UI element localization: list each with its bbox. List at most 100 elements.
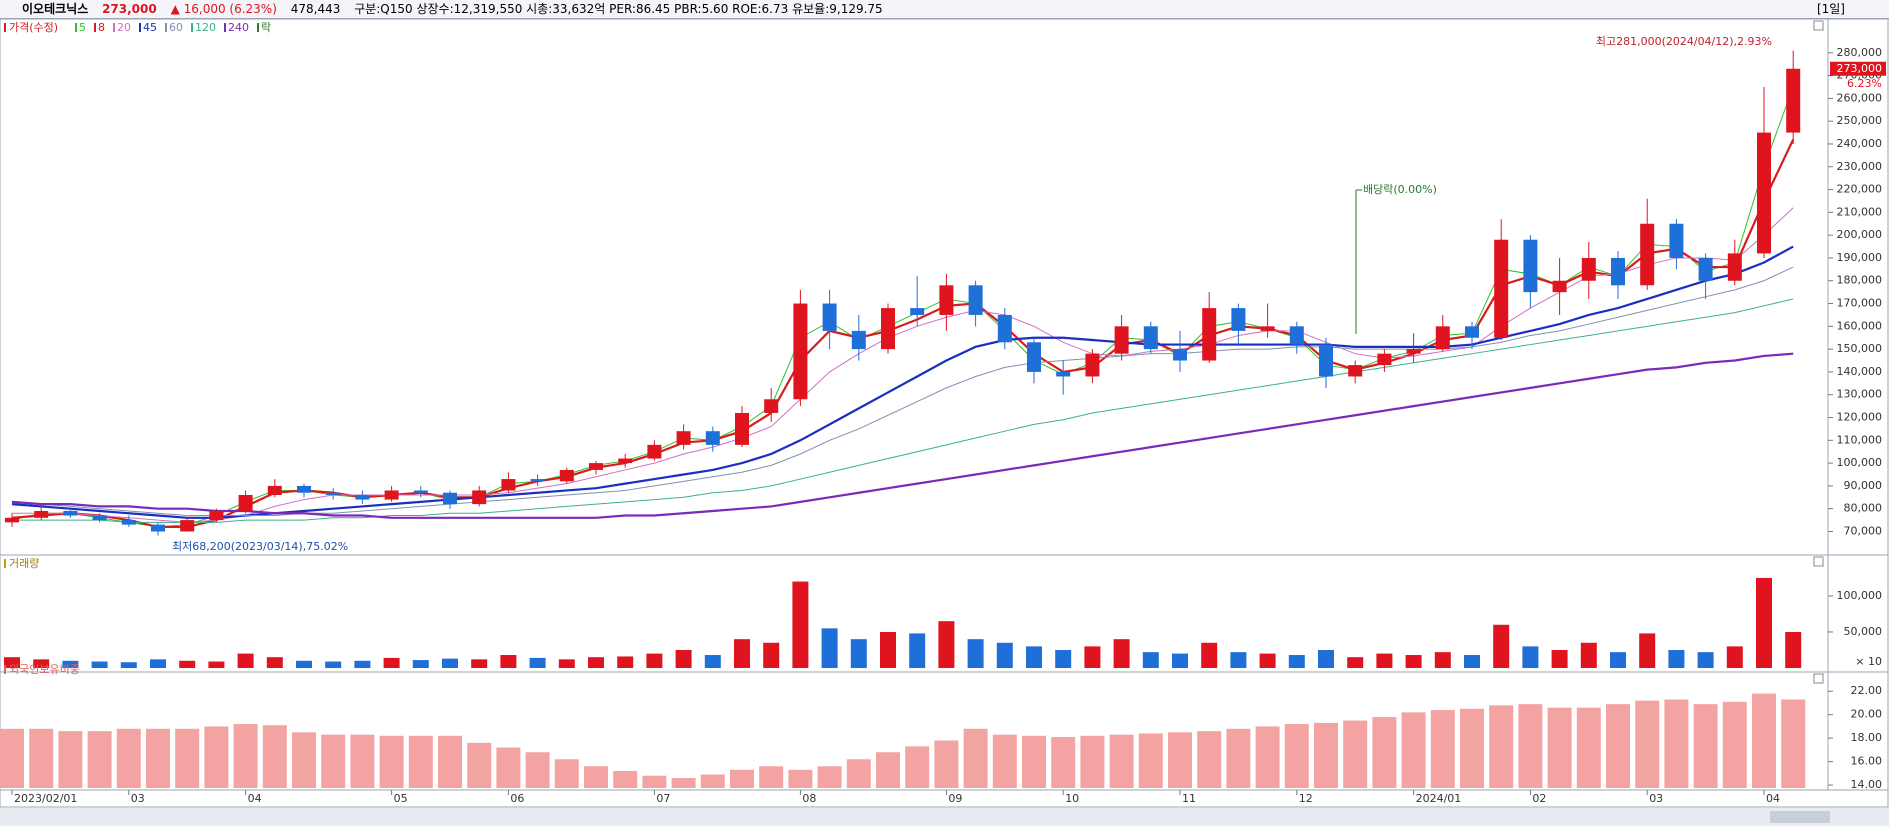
bar bbox=[1109, 734, 1134, 788]
bar bbox=[763, 642, 780, 668]
bar bbox=[1022, 735, 1046, 788]
x-tick-label: 11 bbox=[1182, 792, 1196, 805]
bar bbox=[1580, 642, 1597, 668]
candle-body bbox=[705, 431, 720, 445]
candle-body bbox=[92, 515, 107, 521]
bar bbox=[525, 752, 550, 788]
y-tick-label: 160,000 bbox=[1837, 319, 1883, 332]
candle-body bbox=[151, 524, 165, 532]
y-tick-label: 22.00 bbox=[1851, 684, 1883, 697]
bar bbox=[1697, 652, 1714, 668]
legend-label: 60 bbox=[169, 21, 183, 34]
bar bbox=[1080, 735, 1105, 788]
bar bbox=[292, 732, 316, 788]
bar bbox=[175, 728, 200, 788]
candle-body bbox=[1727, 253, 1742, 281]
candle-body bbox=[238, 495, 253, 511]
bar bbox=[408, 735, 433, 788]
bar bbox=[792, 581, 809, 668]
bar bbox=[383, 657, 400, 668]
candle-body bbox=[355, 495, 370, 500]
bar bbox=[1551, 649, 1568, 668]
frame bbox=[0, 18, 1889, 808]
bar bbox=[617, 656, 634, 668]
bar bbox=[880, 631, 896, 668]
bar bbox=[905, 746, 930, 788]
y-tick-label: 250,000 bbox=[1837, 114, 1883, 127]
bar bbox=[1259, 653, 1276, 668]
bar bbox=[1226, 728, 1251, 788]
moving-average bbox=[12, 298, 1794, 523]
y-tick-label: 190,000 bbox=[1837, 251, 1883, 264]
y-tick-label: 140,000 bbox=[1837, 365, 1883, 378]
bar bbox=[734, 639, 750, 668]
y-tick-label: 230,000 bbox=[1837, 160, 1883, 173]
panel-title: 외국인보유비중 bbox=[9, 663, 80, 676]
bar bbox=[1168, 732, 1192, 788]
candle-body bbox=[384, 490, 399, 500]
y-tick-label: 200,000 bbox=[1837, 228, 1883, 241]
bar bbox=[938, 621, 955, 668]
bar bbox=[1201, 642, 1218, 668]
panel-button[interactable] bbox=[1813, 556, 1824, 567]
bar bbox=[262, 725, 287, 788]
candle-body bbox=[1377, 353, 1392, 366]
header: 이오테크닉스 273,000 ▲ 16,000 (6.23%) 478,443 … bbox=[0, 0, 1889, 19]
candle-body bbox=[822, 303, 837, 331]
bar bbox=[1726, 646, 1743, 668]
bar bbox=[116, 728, 141, 788]
bar bbox=[1113, 639, 1130, 668]
scroll-thumb[interactable] bbox=[1770, 811, 1830, 823]
legend-swatch bbox=[4, 665, 6, 674]
bar bbox=[29, 728, 54, 788]
bar bbox=[1372, 717, 1397, 788]
scrollbar[interactable] bbox=[0, 808, 1889, 826]
bar bbox=[1401, 712, 1426, 788]
y-tick-label: 16.00 bbox=[1851, 755, 1883, 768]
bar bbox=[1576, 707, 1601, 788]
candle-body bbox=[501, 479, 516, 491]
bar bbox=[0, 728, 24, 788]
bar bbox=[91, 661, 108, 668]
moving-average bbox=[11, 86, 1794, 528]
candle-body bbox=[267, 485, 282, 496]
panel-button[interactable] bbox=[1813, 20, 1824, 31]
bar bbox=[500, 655, 517, 668]
bar bbox=[325, 661, 342, 668]
candle-body bbox=[34, 510, 49, 518]
bar bbox=[700, 774, 725, 788]
x-tick-label: 04 bbox=[248, 792, 262, 805]
candle-body bbox=[676, 431, 691, 445]
bar bbox=[876, 752, 900, 788]
bar bbox=[730, 769, 754, 788]
bar bbox=[1172, 653, 1188, 668]
bar bbox=[646, 653, 663, 668]
bar bbox=[671, 778, 696, 788]
y-tick-label: 90,000 bbox=[1844, 479, 1883, 492]
moving-average bbox=[11, 245, 1794, 519]
bar bbox=[442, 658, 458, 668]
bar bbox=[1138, 733, 1163, 788]
candle-body bbox=[1056, 371, 1071, 377]
candle-body bbox=[881, 308, 895, 350]
bar bbox=[471, 659, 488, 668]
bar bbox=[1084, 646, 1101, 668]
panel-button[interactable] bbox=[1813, 673, 1824, 684]
candle-body bbox=[1027, 342, 1041, 372]
x-tick-label: 06 bbox=[510, 792, 524, 805]
info: 구분:Q150 상장수:12,319,550 시총:33,632억 PER:86… bbox=[354, 2, 883, 16]
candle-body bbox=[1085, 353, 1100, 377]
bar bbox=[1314, 722, 1338, 788]
bar bbox=[467, 742, 492, 788]
bar bbox=[146, 728, 170, 788]
volume: 478,443 bbox=[290, 2, 341, 16]
x-tick-label: 2023/02/01 bbox=[14, 792, 77, 805]
y-tick-label: 260,000 bbox=[1837, 91, 1883, 104]
bar bbox=[296, 660, 312, 668]
legend-swatch bbox=[4, 23, 6, 32]
legend-label: 8 bbox=[98, 21, 105, 34]
candle-body bbox=[589, 463, 603, 470]
period[interactable]: [1일] bbox=[1816, 2, 1845, 16]
bar bbox=[1781, 699, 1806, 788]
bar bbox=[354, 660, 371, 668]
